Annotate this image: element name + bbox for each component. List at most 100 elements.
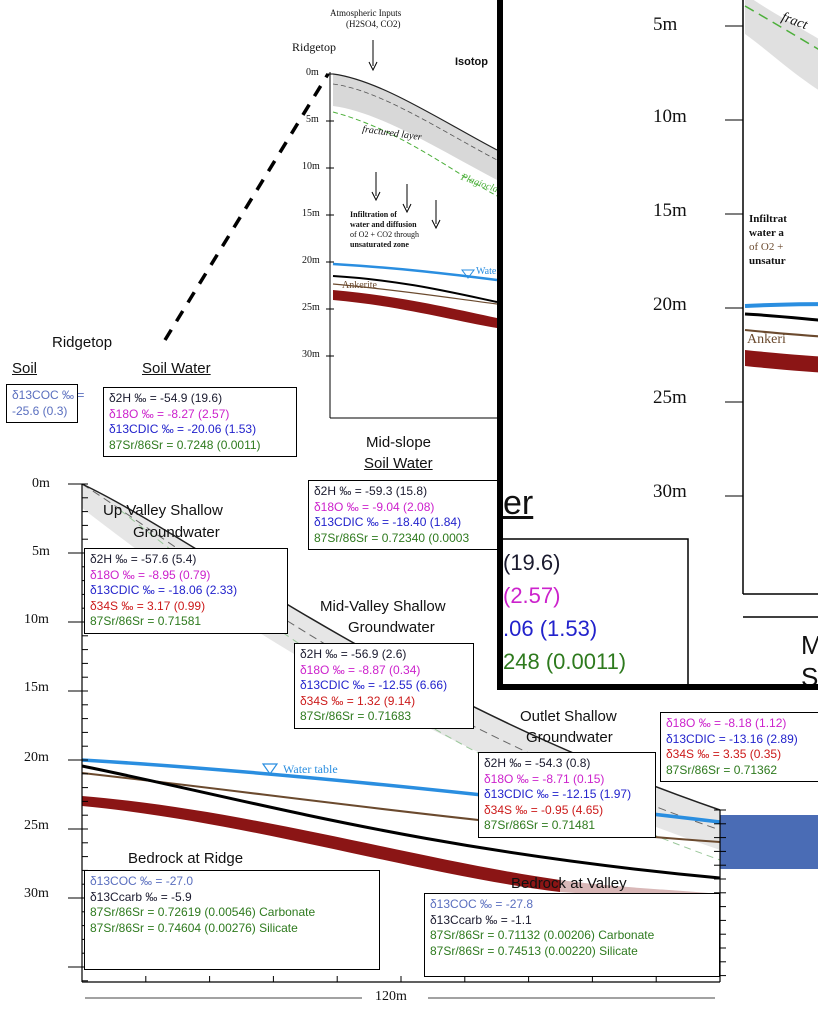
soil-water-title: Soil Water [142, 360, 211, 377]
midvalley-title-2: Groundwater [348, 619, 435, 636]
zoom-value-1: (19.6) [503, 550, 561, 575]
outlet-d34s: δ34S ‰ = -0.95 (4.65) [484, 802, 604, 817]
y-tick-30: 30m [24, 886, 49, 901]
zoom-y-tick-5: 5m [653, 14, 678, 35]
upvalley-d13c: δ13CDIC ‰ = -18.06 (2.33) [90, 583, 238, 597]
soil-line-2: -25.6 (0.3) [12, 403, 68, 418]
zoom-value-3: .06 (1.53) [503, 616, 598, 641]
y-tick-25: 25m [24, 818, 49, 833]
inset-water-label: Wate [476, 266, 497, 277]
midvalley-d2h: δ2H ‰ = -56.9 (2.6) [300, 647, 407, 661]
midslope-sr: 87Sr/86Sr = 0.72340 (0.0003 [314, 530, 470, 545]
right-sr: 87Sr/86Sr = 0.71362 [666, 762, 778, 777]
outlet-box: δ2H ‰ = -54.3 (0.8) δ18O ‰ = -8.71 (0.15… [478, 752, 656, 838]
water-table-label: Water table [283, 762, 338, 776]
zoom-infiltration-line-3: of O2 + [749, 241, 784, 253]
zoom-infiltration-line-4: unsatur [749, 255, 786, 267]
midslope-box: δ2H ‰ = -59.3 (15.8) δ18O ‰ = -9.04 (2.0… [308, 480, 500, 550]
upvalley-title-1: Up Valley Shallow [103, 502, 223, 519]
zoom-value-2: (2.57) [503, 583, 561, 608]
soil-title: Soil [12, 360, 38, 377]
soil-line-1: δ13COC ‰ = [12, 388, 85, 402]
bedrock-valley-carb: δ13Ccarb ‰ = -1.1 [430, 912, 532, 927]
zoom-infiltration-line-2: water a [749, 227, 784, 239]
zoom-y-tick-10: 10m [653, 106, 687, 127]
inset-infiltration-line-3: of O2 + CO2 through [350, 230, 419, 239]
zoom-panel: 5m 10m 15m 20m 25m 30m fract Infiltrat w… [497, 0, 818, 690]
inset-y-tick-0: 0m [306, 67, 319, 78]
zoom-y-tick-25: 25m [653, 387, 687, 408]
zoom-infiltration-label: Infiltrat water a of O2 + unsatur [749, 212, 787, 268]
soil-water-sr: 87Sr/86Sr = 0.7248 (0.0011) [109, 437, 261, 452]
midslope-d18o: δ18O ‰ = -9.04 (2.08) [314, 499, 435, 514]
inset-isotope-label: Isotop [455, 56, 488, 68]
midvalley-title-1: Mid-Valley Shallow [320, 598, 446, 615]
y-tick-20: 20m [24, 750, 49, 765]
zoom-values: (19.6) (2.57) .06 (1.53) 248 (0.0011) [503, 546, 626, 678]
inset-infiltration-line-4: unsaturated zone [350, 240, 409, 249]
upvalley-d34s: δ34S ‰ = 3.17 (0.99) [90, 598, 206, 613]
outlet-d13c: δ13CDIC ‰ = -12.15 (1.97) [484, 787, 632, 801]
midvalley-box: δ2H ‰ = -56.9 (2.6) δ18O ‰ = -8.87 (0.34… [294, 643, 474, 729]
soil-box: δ13COC ‰ = -25.6 (0.3) [6, 384, 85, 423]
zoom-er-text: er [503, 484, 534, 522]
water-table-marker [261, 763, 279, 776]
inset-y-tick-30: 30m [302, 349, 320, 360]
width-scale-label: 120m [375, 989, 407, 1004]
zoom-s-text: S [801, 662, 818, 690]
outlet-title-2: Groundwater [526, 729, 613, 746]
soil-water-d2h: δ2H ‰ = -54.9 (19.6) [109, 391, 223, 405]
outlet-d2h: δ2H ‰ = -54.3 (0.8) [484, 756, 591, 770]
upvalley-title-2: Groundwater [133, 524, 220, 541]
y-tick-5: 5m [32, 544, 50, 559]
bedrock-valley-box: δ13COC ‰ = -27.8 δ13Ccarb ‰ = -1.1 87Sr/… [424, 893, 720, 977]
bedrock-ridge-box: δ13COC ‰ = -27.0 δ13Ccarb ‰ = -5.9 87Sr/… [84, 870, 380, 970]
bedrock-ridge-carb: δ13Ccarb ‰ = -5.9 [90, 889, 192, 904]
midslope-title-2: Soil Water [364, 455, 433, 472]
inset-infiltration-line-1: Infiltration of [350, 210, 397, 219]
bedrock-ridge-sr-carbonate: 87Sr/86Sr = 0.72619 (0.00546) Carbonate [90, 905, 316, 919]
inset-y-tick-25: 25m [302, 302, 320, 313]
bedrock-ridge-doc: δ13COC ‰ = -27.0 [90, 874, 194, 888]
weathering-front [81, 764, 721, 880]
midslope-d13c: δ13CDIC ‰ = -18.40 (1.84) [314, 515, 462, 529]
soil-water-d13c: δ13CDIC ‰ = -20.06 (1.53) [109, 422, 257, 436]
midvalley-d34s: δ34S ‰ = 1.32 (9.14) [300, 693, 416, 708]
midvalley-d18o: δ18O ‰ = -8.87 (0.34) [300, 662, 421, 677]
blue-patch [720, 815, 818, 869]
inset-infiltration-label: Infiltration of water and diffusion of O… [350, 210, 419, 250]
bedrock-ridge-sr-silicate: 87Sr/86Sr = 0.74604 (0.00276) Silicate [90, 920, 298, 935]
zoom-y-tick-30: 30m [653, 481, 687, 502]
inset-atmospheric-sub: (H2SO4, CO2) [346, 19, 401, 29]
bedrock-valley-sr-carbonate: 87Sr/86Sr = 0.71132 (0.00206) Carbonate [430, 928, 655, 942]
upvalley-d2h: δ2H ‰ = -57.6 (5.4) [90, 552, 197, 566]
ridgetop-label: Ridgetop [52, 334, 113, 351]
inset-y-tick-20: 20m [302, 255, 320, 266]
zoom-y-tick-20: 20m [653, 294, 687, 315]
midvalley-sr: 87Sr/86Sr = 0.71683 [300, 709, 412, 723]
inset-atmospheric-label: Atmospheric Inputs [330, 8, 402, 18]
outlet-d18o: δ18O ‰ = -8.71 (0.15) [484, 771, 605, 786]
outlet-sr: 87Sr/86Sr = 0.71481 [484, 818, 596, 832]
zoom-m-text: M [801, 630, 818, 661]
inset-callout-line [163, 73, 330, 341]
upvalley-sr: 87Sr/86Sr = 0.71581 [90, 614, 202, 628]
midslope-d2h: δ2H ‰ = -59.3 (15.8) [314, 484, 428, 498]
y-tick-0: 0m [32, 476, 50, 491]
soil-water-d18o: δ18O ‰ = -8.27 (2.57) [109, 406, 230, 421]
bedrock-ridge-title: Bedrock at Ridge [128, 850, 244, 867]
zoom-ankerite-label: Ankeri [747, 332, 786, 347]
bedrock-band [82, 796, 560, 892]
right-partial-box: δ18O ‰ = -8.18 (1.12) δ13CDIC = -13.16 (… [660, 712, 818, 782]
zoom-y-tick-15: 15m [653, 200, 687, 221]
y-tick-15: 15m [24, 680, 49, 695]
right-d34s: δ34S ‰ = 3.35 (0.35) [666, 747, 782, 761]
bedrock-valley-title: Bedrock at Valley [511, 875, 627, 892]
inset-y-tick-15: 15m [302, 208, 320, 219]
upvalley-d18o: δ18O ‰ = -8.95 (0.79) [90, 567, 211, 582]
inset-ridgetop-label: Ridgetop [292, 40, 336, 54]
bedrock-valley-doc: δ13COC ‰ = -27.8 [430, 897, 534, 911]
inset-y-tick-5: 5m [306, 114, 319, 125]
upvalley-box: δ2H ‰ = -57.6 (5.4) δ18O ‰ = -8.95 (0.79… [84, 548, 288, 634]
bedrock-valley-sr-silicate: 87Sr/86Sr = 0.74513 (0.00220) Silicate [430, 943, 638, 958]
